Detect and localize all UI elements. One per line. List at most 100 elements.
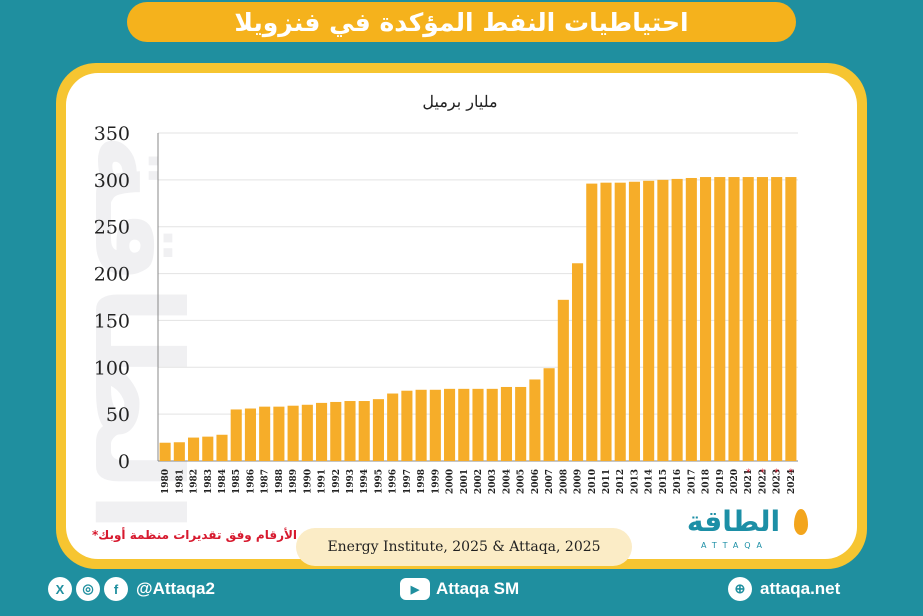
bar bbox=[316, 402, 328, 461]
x-tick-label: 2014 bbox=[645, 469, 655, 494]
website-link[interactable]: ⊕ attaqa.net bbox=[728, 574, 840, 604]
bar bbox=[728, 177, 740, 461]
y-tick-label: 50 bbox=[106, 404, 130, 426]
youtube-channel: Attaqa SM bbox=[436, 579, 520, 598]
bar bbox=[344, 401, 356, 461]
oil-drop-icon bbox=[794, 509, 808, 535]
bar bbox=[387, 393, 399, 461]
opec-star-marker: * bbox=[774, 468, 779, 478]
bar bbox=[429, 389, 441, 461]
bar bbox=[358, 401, 370, 461]
x-tick-label: 2004 bbox=[502, 469, 512, 494]
x-tick-label: 1995 bbox=[374, 469, 384, 494]
bar bbox=[173, 442, 185, 461]
x-tick-label: 2005 bbox=[517, 469, 527, 494]
bar bbox=[159, 442, 171, 461]
x-tick-label: 1996 bbox=[389, 469, 399, 494]
x-tick-label: 2006 bbox=[531, 469, 541, 494]
attaqa-logo: الطاقة ATTAQA bbox=[666, 505, 816, 563]
bar bbox=[657, 179, 669, 461]
x-tick-label: 2021 bbox=[744, 469, 754, 494]
y-tick-label: 100 bbox=[94, 357, 130, 379]
x-tick-label: 2022 bbox=[758, 469, 768, 494]
bar bbox=[273, 406, 285, 461]
y-tick-label: 200 bbox=[94, 264, 130, 286]
x-tick-label: 1986 bbox=[246, 469, 256, 494]
x-tick-label: 2012 bbox=[616, 469, 626, 494]
y-tick-label: 350 bbox=[94, 123, 130, 145]
opec-star-marker: * bbox=[746, 468, 751, 478]
bar bbox=[458, 388, 470, 461]
x-tick-label: 2013 bbox=[630, 469, 640, 494]
bar bbox=[372, 399, 384, 461]
bar bbox=[700, 177, 712, 461]
bar bbox=[671, 178, 683, 462]
logo-latin-text: ATTAQA bbox=[701, 541, 768, 550]
bar bbox=[785, 177, 797, 461]
x-tick-label: 2020 bbox=[730, 469, 740, 494]
x-tick-label: 2009 bbox=[574, 469, 584, 494]
bar bbox=[572, 263, 584, 461]
bar bbox=[614, 182, 626, 461]
x-tick-label: 2008 bbox=[559, 469, 569, 494]
x-tick-label: 1983 bbox=[204, 469, 214, 494]
youtube-link[interactable]: ▶ Attaqa SM bbox=[400, 574, 519, 604]
x-tick-label: 2001 bbox=[460, 469, 470, 494]
bar bbox=[643, 180, 655, 461]
x-tick-label: 2018 bbox=[702, 469, 712, 494]
x-tick-label: 2024 bbox=[787, 469, 797, 494]
bar bbox=[230, 409, 242, 461]
x-tick-label: 2002 bbox=[474, 469, 484, 494]
bar bbox=[771, 177, 783, 461]
x-tick-label: 1997 bbox=[403, 469, 413, 494]
bar bbox=[543, 368, 555, 461]
x-tick-label: 2016 bbox=[673, 469, 683, 494]
x-tick-label: 1987 bbox=[261, 469, 271, 494]
x-tick-label: 1993 bbox=[346, 469, 356, 494]
bar bbox=[714, 177, 726, 461]
x-tick-label: 1998 bbox=[417, 469, 427, 494]
bar bbox=[529, 379, 541, 461]
bar bbox=[301, 404, 313, 461]
facebook-icon[interactable]: f bbox=[104, 577, 128, 601]
bar bbox=[415, 389, 427, 461]
bar bbox=[330, 401, 342, 461]
bar bbox=[287, 405, 299, 461]
x-tick-label: 1982 bbox=[190, 469, 200, 494]
x-tick-label: 1990 bbox=[303, 469, 313, 494]
social-links: X ◎ f @Attaqa2 bbox=[48, 574, 215, 604]
opec-note: *الأرقام وفق تقديرات منظمة أوبك bbox=[92, 528, 298, 542]
x-tick-label: 2023 bbox=[773, 469, 783, 494]
globe-icon: ⊕ bbox=[728, 577, 752, 601]
bar bbox=[401, 390, 413, 461]
x-tick-label: 1988 bbox=[275, 469, 285, 494]
y-unit-label: مليار برميل bbox=[422, 92, 498, 111]
social-handle[interactable]: @Attaqa2 bbox=[136, 579, 215, 598]
bar bbox=[586, 183, 598, 461]
bar bbox=[216, 434, 228, 461]
x-tick-label: 2017 bbox=[687, 469, 697, 494]
x-tick-label: 2010 bbox=[588, 469, 598, 494]
y-tick-label: 250 bbox=[94, 217, 130, 239]
x-tick-label: 1999 bbox=[431, 469, 441, 494]
bar bbox=[756, 177, 768, 461]
x-tick-label: 1985 bbox=[232, 469, 242, 494]
chart-title: احتياطيات النفط المؤكدة في فنزويلا bbox=[127, 2, 796, 42]
bar bbox=[685, 177, 697, 462]
x-tick-label: 2019 bbox=[716, 469, 726, 494]
x-tick-label: 2000 bbox=[446, 469, 456, 494]
x-tick-label: 2003 bbox=[488, 469, 498, 494]
x-icon[interactable]: X bbox=[48, 577, 72, 601]
x-tick-label: 1980 bbox=[161, 469, 171, 494]
source-label: Energy Institute, 2025 & Attaqa, 2025 bbox=[296, 528, 632, 566]
bar bbox=[742, 177, 754, 461]
y-tick-label: 0 bbox=[118, 451, 130, 473]
opec-star-marker: * bbox=[789, 468, 794, 478]
bar bbox=[444, 388, 456, 461]
youtube-icon: ▶ bbox=[400, 578, 430, 600]
x-tick-label: 1981 bbox=[175, 469, 185, 494]
instagram-icon[interactable]: ◎ bbox=[76, 577, 100, 601]
bar bbox=[500, 386, 512, 461]
x-tick-label: 1992 bbox=[332, 469, 342, 494]
